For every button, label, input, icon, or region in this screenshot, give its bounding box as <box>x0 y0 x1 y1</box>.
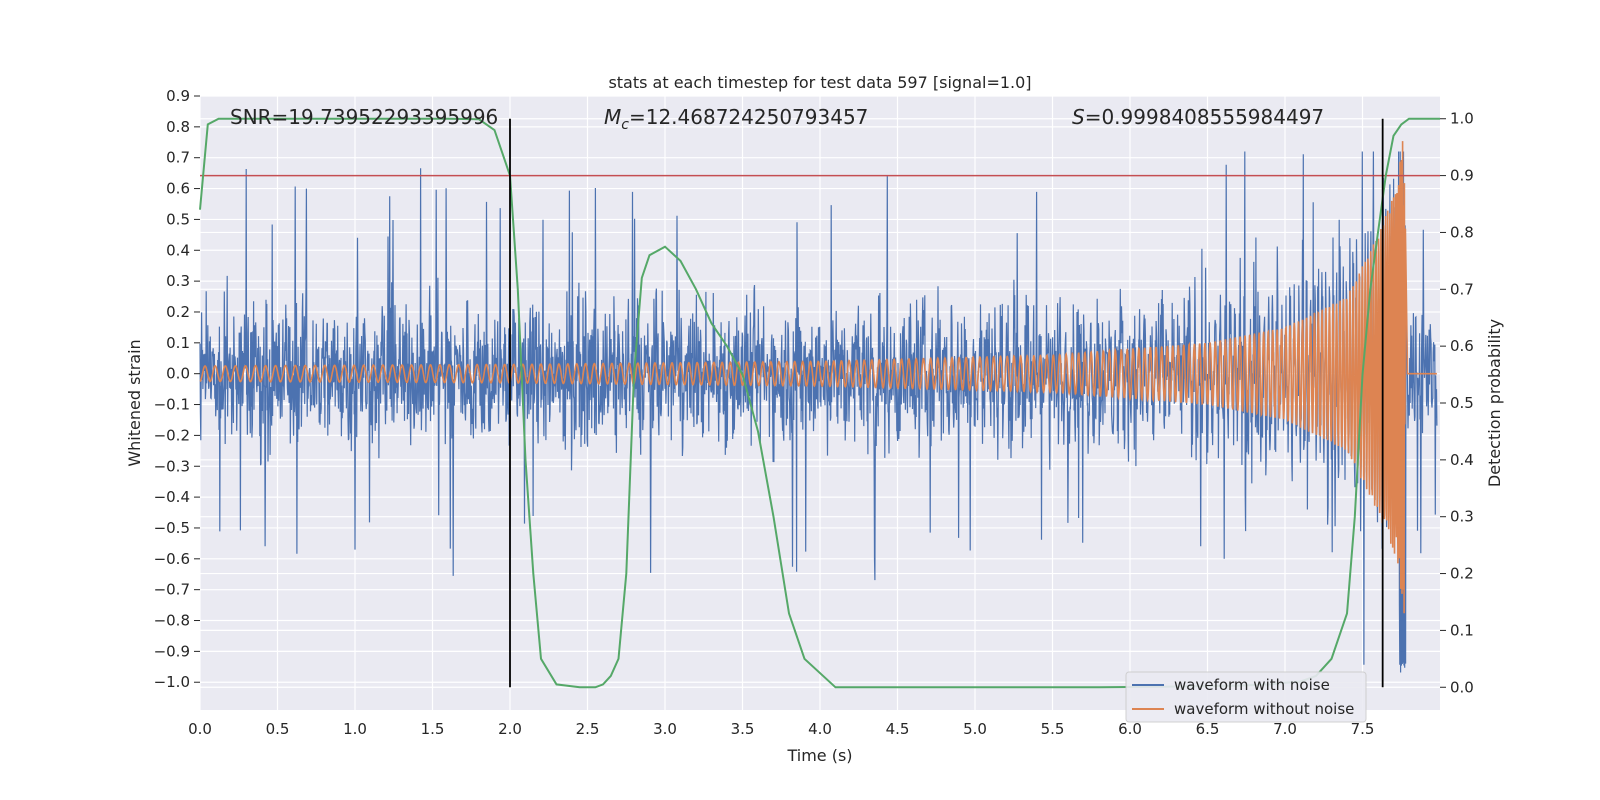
snr-annotation: SNR=19.73952293395996 <box>230 105 498 129</box>
y-left-tick-label: −0.3 <box>154 457 190 475</box>
y-right-axis-label: Detection probability <box>1485 319 1504 487</box>
y-left-tick-label: 0.6 <box>166 180 190 198</box>
y-right-tick-label: 0.7 <box>1450 280 1474 298</box>
y-left-tick-label: 0.9 <box>166 87 190 105</box>
x-tick-label: 1.0 <box>343 720 367 738</box>
y-right-tick-label: 1.0 <box>1450 110 1474 128</box>
x-tick-label: 5.0 <box>963 720 987 738</box>
score-annotation: S=0.9998408555984497 <box>1072 105 1324 129</box>
y-left-tick-label: −1.0 <box>154 673 190 691</box>
y-left-tick-label: 0.5 <box>166 210 190 228</box>
y-right-tick-label: 0.3 <box>1450 508 1474 526</box>
y-left-tick-label: 0.8 <box>166 118 190 136</box>
legend-box <box>1125 671 1367 723</box>
chirp-mass-annotation: Mc=12.468724250793457 <box>604 105 868 133</box>
y-left-tick-label: 0.0 <box>166 365 190 383</box>
x-tick-label: 0.0 <box>188 720 212 738</box>
x-tick-label: 3.0 <box>653 720 677 738</box>
y-left-axis-label: Whitened strain <box>125 339 144 466</box>
y-left-tick-label: −0.9 <box>154 642 190 660</box>
legend-label-clean: waveform without noise <box>1174 700 1354 718</box>
chirp-mass-subscript: c <box>621 117 629 133</box>
y-right-tick-label: 0.8 <box>1450 223 1474 241</box>
x-axis-label: Time (s) <box>786 746 852 765</box>
y-left-tick-label: 0.7 <box>166 149 190 167</box>
y-left-axis-ticks: 0.9 0.8 0.7 0.6 0.5 0.4 0.3 0.2 0.1 0.0 −0.1 −0.2 −0… <box>154 87 200 691</box>
chirp-mass-value: =12.468724250793457 <box>629 105 868 129</box>
score-symbol: S <box>1072 105 1085 129</box>
y-left-tick-label: −0.8 <box>154 612 190 630</box>
y-left-tick-label: 0.4 <box>166 241 190 259</box>
y-right-tick-label: 0.9 <box>1450 167 1474 185</box>
x-tick-label: 7.0 <box>1273 720 1297 738</box>
series-detection-probability <box>199 117 1440 689</box>
x-tick-label: 5.5 <box>1041 720 1065 738</box>
y-right-tick-label: 0.0 <box>1450 678 1474 696</box>
legend-label-noise: waveform with noise <box>1174 676 1330 694</box>
x-tick-label: 6.0 <box>1118 720 1142 738</box>
y-right-tick-label: 0.6 <box>1450 337 1474 355</box>
y-right-tick-label: 0.2 <box>1450 565 1474 583</box>
y-left-tick-label: 0.1 <box>166 334 190 352</box>
y-right-axis-ticks: 1.0 0.9 0.8 0.7 0.6 0.5 0.4 0.3 0.2 0.1 0.0 <box>1440 110 1474 696</box>
x-tick-label: 1.5 <box>421 720 445 738</box>
y-left-tick-label: −0.6 <box>154 550 190 568</box>
y-left-tick-label: 0.2 <box>166 303 190 321</box>
x-tick-label: 2.0 <box>498 720 522 738</box>
y-left-tick-label: 0.3 <box>166 272 190 290</box>
x-tick-label: 4.5 <box>886 720 910 738</box>
y-left-tick-label: −0.7 <box>154 581 190 599</box>
y-left-tick-label: −0.4 <box>154 488 190 506</box>
plot-content <box>199 117 1440 689</box>
y-right-tick-label: 0.4 <box>1450 451 1474 469</box>
x-tick-label: 6.5 <box>1196 720 1220 738</box>
score-value: =0.9998408555984497 <box>1085 105 1324 129</box>
y-left-tick-label: −0.2 <box>154 426 190 444</box>
legend: waveform with noise waveform without noi… <box>1125 671 1367 723</box>
chart-title: stats at each timestep for test data 597… <box>608 73 1031 92</box>
y-left-tick-label: −0.1 <box>154 396 190 414</box>
x-tick-label: 3.5 <box>731 720 755 738</box>
x-tick-label: 2.5 <box>576 720 600 738</box>
series-waveform-without-noise <box>199 141 1437 614</box>
y-right-tick-label: 0.5 <box>1450 394 1474 412</box>
x-tick-label: 4.0 <box>808 720 832 738</box>
x-tick-label: 0.5 <box>266 720 290 738</box>
y-right-tick-label: 0.1 <box>1450 621 1474 639</box>
x-tick-label: 7.5 <box>1351 720 1375 738</box>
y-left-tick-label: −0.5 <box>154 519 190 537</box>
series-waveform-with-noise <box>199 151 1438 673</box>
x-axis-ticks: 0.0 0.5 1.0 1.5 2.0 2.5 3.0 3.5 4.0 4.5 5.0 5.5 6.0 6… <box>188 720 1374 738</box>
chirp-mass-symbol: M <box>604 105 621 129</box>
